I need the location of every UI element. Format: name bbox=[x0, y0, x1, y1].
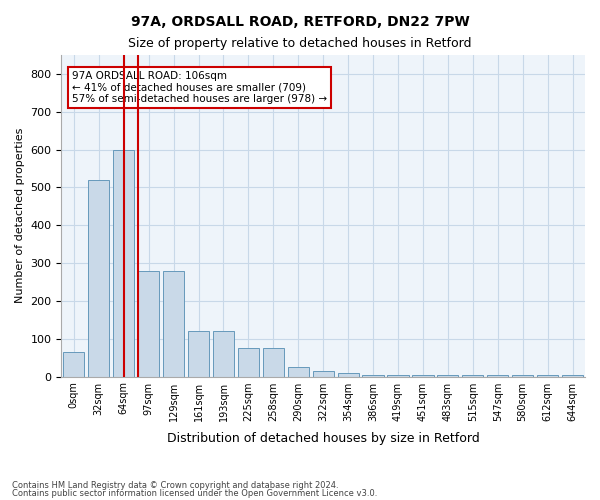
Bar bbox=[437, 374, 458, 376]
Text: Contains public sector information licensed under the Open Government Licence v3: Contains public sector information licen… bbox=[12, 488, 377, 498]
Bar bbox=[113, 150, 134, 376]
Bar bbox=[388, 374, 409, 376]
Bar bbox=[63, 352, 85, 376]
Bar bbox=[238, 348, 259, 376]
Bar bbox=[313, 371, 334, 376]
Bar bbox=[263, 348, 284, 376]
Bar bbox=[188, 331, 209, 376]
Bar bbox=[88, 180, 109, 376]
Bar bbox=[362, 374, 383, 376]
Bar bbox=[537, 374, 558, 376]
Bar bbox=[487, 374, 508, 376]
Bar bbox=[287, 367, 309, 376]
Text: 97A ORDSALL ROAD: 106sqm
← 41% of detached houses are smaller (709)
57% of semi-: 97A ORDSALL ROAD: 106sqm ← 41% of detach… bbox=[72, 71, 327, 104]
Bar bbox=[213, 331, 234, 376]
Bar bbox=[512, 374, 533, 376]
Bar bbox=[338, 372, 359, 376]
Text: 97A, ORDSALL ROAD, RETFORD, DN22 7PW: 97A, ORDSALL ROAD, RETFORD, DN22 7PW bbox=[131, 15, 469, 29]
X-axis label: Distribution of detached houses by size in Retford: Distribution of detached houses by size … bbox=[167, 432, 479, 445]
Bar bbox=[163, 270, 184, 376]
Bar bbox=[138, 270, 159, 376]
Text: Contains HM Land Registry data © Crown copyright and database right 2024.: Contains HM Land Registry data © Crown c… bbox=[12, 481, 338, 490]
Bar bbox=[462, 374, 484, 376]
Y-axis label: Number of detached properties: Number of detached properties bbox=[15, 128, 25, 304]
Bar bbox=[562, 374, 583, 376]
Bar bbox=[412, 374, 434, 376]
Text: Size of property relative to detached houses in Retford: Size of property relative to detached ho… bbox=[128, 38, 472, 51]
